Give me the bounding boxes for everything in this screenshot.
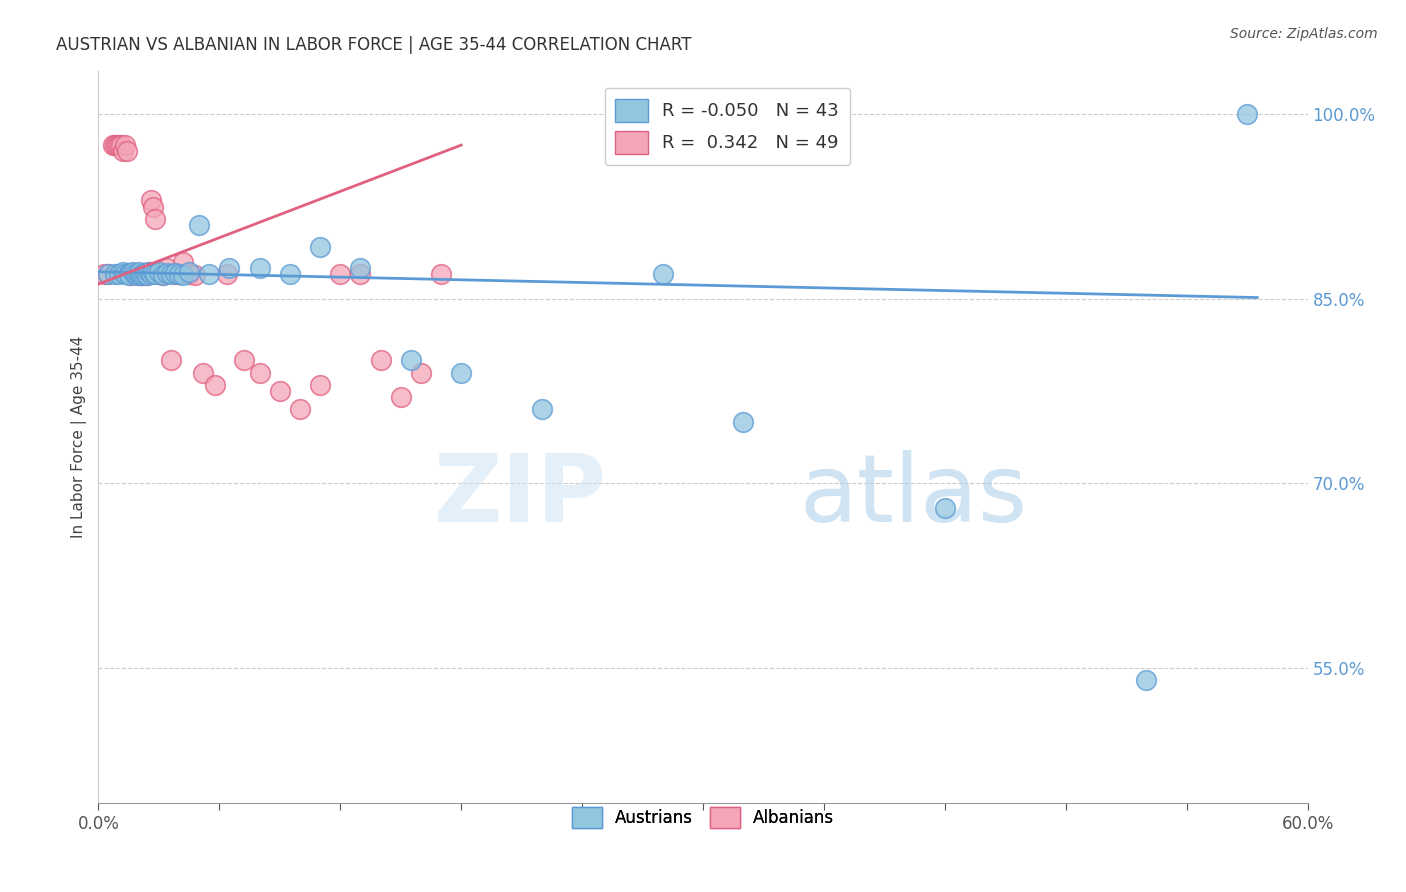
Point (121, 267, 143, 281)
Point (139, 194, 162, 208)
Point (309, 377, 332, 392)
Point (389, 390, 412, 404)
Point (129, 268, 152, 283)
Text: Source: ZipAtlas.com: Source: ZipAtlas.com (1230, 27, 1378, 41)
Point (128, 267, 150, 281)
Point (217, 267, 239, 281)
Point (167, 267, 190, 281)
Point (430, 267, 453, 281)
Point (156, 261, 179, 276)
Point (160, 353, 183, 368)
Point (152, 268, 174, 283)
Point (167, 267, 190, 281)
Point (107, 267, 129, 281)
Text: atlas: atlas (800, 450, 1028, 541)
Point (218, 261, 240, 276)
Point (124, 266, 146, 280)
Point (163, 266, 186, 280)
Point (172, 268, 194, 283)
Point (160, 267, 183, 281)
Point (134, 266, 156, 280)
Point (138, 265, 160, 279)
Point (135, 268, 157, 283)
Point (278, 267, 301, 281)
Point (179, 267, 201, 281)
Point (132, 267, 155, 281)
Point (288, 402, 311, 417)
Point (156, 266, 179, 280)
Point (120, 268, 142, 283)
Point (152, 268, 174, 283)
Point (138, 265, 160, 279)
Point (114, 267, 136, 281)
Point (184, 268, 207, 283)
Point (309, 240, 332, 254)
Point (249, 261, 271, 276)
Point (370, 353, 392, 368)
Text: AUSTRIAN VS ALBANIAN IN LABOR FORCE | AGE 35-44 CORRELATION CHART: AUSTRIAN VS ALBANIAN IN LABOR FORCE | AG… (56, 36, 692, 54)
Point (121, 265, 143, 279)
Point (204, 377, 226, 392)
Point (934, 500, 956, 515)
Point (148, 265, 170, 279)
Point (114, 138, 136, 153)
Point (193, 366, 215, 380)
Point (97, 267, 120, 281)
Point (142, 265, 165, 279)
Point (249, 366, 271, 380)
Point (129, 268, 152, 283)
Point (148, 267, 170, 281)
Point (103, 138, 125, 153)
Text: ZIP: ZIP (433, 450, 606, 541)
Point (1135, 673, 1157, 687)
Point (163, 267, 186, 281)
Point (142, 200, 165, 214)
Point (128, 265, 150, 279)
Point (110, 138, 132, 153)
Point (733, 415, 755, 429)
Point (269, 384, 291, 398)
Point (124, 267, 146, 281)
Point (530, 402, 553, 417)
Point (134, 266, 156, 280)
Point (125, 267, 148, 281)
Point (132, 267, 155, 281)
Point (115, 145, 138, 159)
Point (105, 138, 128, 153)
Point (198, 267, 221, 281)
Point (111, 145, 134, 159)
Point (118, 267, 141, 281)
Point (101, 138, 124, 153)
Point (135, 268, 157, 283)
Point (103, 267, 125, 281)
Point (651, 267, 673, 281)
Point (329, 267, 352, 281)
Point (97, 267, 120, 281)
Point (450, 366, 472, 380)
Y-axis label: In Labor Force | Age 35-44: In Labor Force | Age 35-44 (72, 336, 87, 538)
Point (143, 267, 166, 281)
Point (172, 255, 194, 269)
Legend: Austrians, Albanians: Austrians, Albanians (565, 800, 841, 835)
Point (349, 261, 371, 276)
Point (399, 353, 422, 368)
Point (118, 267, 141, 281)
Point (232, 353, 254, 368)
Point (128, 268, 150, 283)
Point (125, 268, 148, 283)
Point (143, 211, 166, 226)
Point (118, 266, 141, 280)
Point (128, 267, 150, 281)
Point (139, 267, 162, 281)
Point (107, 138, 129, 153)
Point (188, 218, 211, 232)
Point (409, 366, 432, 380)
Point (1236, 107, 1258, 121)
Point (93, 267, 115, 281)
Point (179, 265, 201, 279)
Point (349, 267, 371, 281)
Point (118, 268, 141, 283)
Point (111, 265, 134, 279)
